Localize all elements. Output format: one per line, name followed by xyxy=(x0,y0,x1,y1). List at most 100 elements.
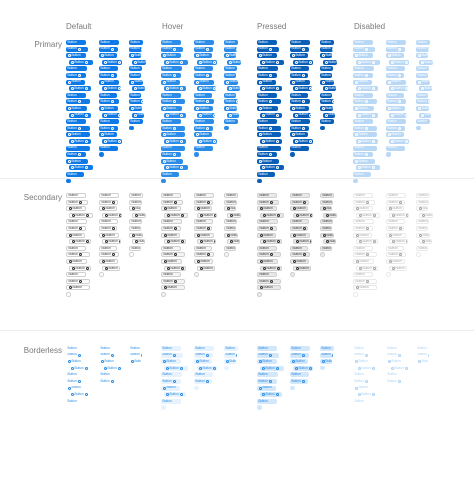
secondary-button-default[interactable]: Button xyxy=(99,252,119,258)
primary-button-hover[interactable]: Button xyxy=(194,53,212,59)
primary-button-pressed[interactable]: Button xyxy=(320,66,333,72)
secondary-button-pressed[interactable]: Button xyxy=(320,245,332,251)
borderless-button-default[interactable]: Button xyxy=(99,379,117,384)
borderless-button-hover[interactable]: Button xyxy=(194,359,212,365)
secondary-button-hover[interactable]: Button xyxy=(194,259,213,264)
borderless-button-pressed[interactable]: Button xyxy=(320,352,333,358)
primary-button-default[interactable]: Button xyxy=(66,132,90,138)
secondary-button-pressed[interactable] xyxy=(257,292,262,297)
primary-button-pressed[interactable] xyxy=(257,178,262,184)
primary-button-default[interactable]: Button xyxy=(132,112,144,118)
borderless-button-pressed[interactable]: Button xyxy=(257,379,277,384)
borderless-button-hover[interactable] xyxy=(224,365,229,371)
primary-button-hover[interactable]: Button xyxy=(161,66,182,72)
secondary-button-hover[interactable]: Button xyxy=(224,232,238,238)
secondary-button-hover[interactable]: Button xyxy=(194,206,212,212)
secondary-button-hover[interactable]: Button xyxy=(164,239,186,245)
primary-button-pressed[interactable]: Button xyxy=(290,79,310,85)
primary-button-hover[interactable]: Button xyxy=(161,79,180,85)
primary-button-pressed[interactable]: Button xyxy=(257,125,281,131)
primary-button-pressed[interactable]: Button xyxy=(290,145,309,151)
secondary-button-default[interactable]: Button xyxy=(102,239,121,245)
primary-button-hover[interactable]: Button xyxy=(161,158,183,164)
primary-button-pressed[interactable]: Button xyxy=(293,139,313,144)
primary-button-default[interactable]: Button xyxy=(69,139,91,144)
primary-button-hover[interactable]: Button xyxy=(161,132,185,138)
secondary-button-pressed[interactable]: Button xyxy=(323,212,337,218)
primary-button-pressed[interactable]: Button xyxy=(320,99,334,105)
primary-button-default[interactable]: Button xyxy=(99,132,117,138)
primary-button-pressed[interactable]: Button xyxy=(320,92,332,98)
borderless-button-hover[interactable]: Button xyxy=(224,359,236,365)
primary-button-hover[interactable]: Button xyxy=(224,119,238,125)
secondary-button-default[interactable] xyxy=(129,252,134,257)
secondary-button-pressed[interactable]: Button xyxy=(290,226,308,231)
primary-button-hover[interactable]: Button xyxy=(161,73,181,78)
secondary-button-hover[interactable]: Button xyxy=(227,239,240,245)
borderless-button-hover[interactable]: Button xyxy=(161,398,181,404)
borderless-button-default[interactable]: Button xyxy=(99,359,117,364)
primary-button-default[interactable]: Button xyxy=(129,40,143,45)
secondary-button-hover[interactable]: Button xyxy=(164,212,188,218)
primary-button-hover[interactable]: Button xyxy=(224,106,237,111)
primary-button-default[interactable] xyxy=(129,125,134,131)
primary-button-default[interactable]: Button xyxy=(99,53,117,59)
secondary-button-default[interactable]: Button xyxy=(129,219,142,225)
primary-button-default[interactable]: Button xyxy=(99,106,118,111)
primary-button-hover[interactable]: Button xyxy=(224,99,238,105)
primary-button-default[interactable]: Button xyxy=(99,145,118,151)
secondary-button-hover[interactable]: Button xyxy=(197,239,216,245)
borderless-button-pressed[interactable] xyxy=(320,365,325,371)
secondary-button-default[interactable]: Button xyxy=(99,245,117,251)
secondary-button-hover[interactable]: Button xyxy=(224,226,236,231)
borderless-button-default[interactable] xyxy=(66,405,71,410)
primary-button-pressed[interactable]: Button xyxy=(257,79,276,85)
primary-button-default[interactable]: Button xyxy=(66,106,87,111)
secondary-button-pressed[interactable]: Button xyxy=(257,232,276,238)
primary-button-hover[interactable]: Button xyxy=(227,86,240,92)
secondary-button-hover[interactable]: Button xyxy=(194,226,212,231)
borderless-button-hover[interactable]: Button xyxy=(161,346,181,351)
secondary-button-hover[interactable]: Button xyxy=(161,199,183,205)
borderless-button-hover[interactable]: Button xyxy=(194,372,213,378)
primary-button-pressed[interactable]: Button xyxy=(260,112,282,118)
primary-button-default[interactable]: Button xyxy=(66,158,88,164)
borderless-button-pressed[interactable]: Button xyxy=(257,372,278,378)
primary-button-pressed[interactable]: Button xyxy=(293,86,312,92)
secondary-button-pressed[interactable]: Button xyxy=(320,206,332,212)
primary-button-default[interactable]: Button xyxy=(99,46,118,52)
secondary-button-default[interactable]: Button xyxy=(99,259,118,264)
secondary-button-hover[interactable]: Button xyxy=(227,212,241,218)
secondary-button-default[interactable]: Button xyxy=(66,232,85,238)
borderless-button-default[interactable]: Button xyxy=(69,392,91,397)
primary-button-hover[interactable]: Button xyxy=(224,40,238,45)
secondary-button-default[interactable]: Button xyxy=(99,226,117,231)
secondary-button-default[interactable]: Button xyxy=(129,199,142,205)
secondary-button-pressed[interactable]: Button xyxy=(320,232,334,238)
secondary-button-hover[interactable]: Button xyxy=(194,232,214,238)
primary-button-default[interactable]: Button xyxy=(69,112,91,118)
secondary-button-default[interactable]: Button xyxy=(129,206,141,212)
primary-button-hover[interactable]: Button xyxy=(161,106,182,111)
borderless-button-default[interactable]: Button xyxy=(66,359,86,364)
secondary-button-pressed[interactable]: Button xyxy=(257,278,281,284)
borderless-button-pressed[interactable]: Button xyxy=(257,398,277,404)
primary-button-pressed[interactable]: Button xyxy=(290,125,309,131)
secondary-button-default[interactable]: Button xyxy=(69,212,93,218)
borderless-button-default[interactable]: Button xyxy=(129,353,142,358)
secondary-button-default[interactable]: Button xyxy=(66,219,87,225)
primary-button-pressed[interactable]: Button xyxy=(290,92,308,98)
secondary-button-pressed[interactable]: Button xyxy=(320,193,334,198)
secondary-button-hover[interactable]: Button xyxy=(161,226,181,231)
secondary-button-pressed[interactable]: Button xyxy=(257,206,277,212)
secondary-button-pressed[interactable]: Button xyxy=(260,239,282,245)
primary-button-hover[interactable] xyxy=(224,125,229,131)
secondary-button-pressed[interactable]: Button xyxy=(290,206,308,212)
primary-button-hover[interactable]: Button xyxy=(194,66,213,72)
primary-button-default[interactable]: Button xyxy=(129,66,142,72)
secondary-button-default[interactable]: Button xyxy=(129,232,143,238)
secondary-button-pressed[interactable]: Button xyxy=(257,272,277,278)
primary-button-pressed[interactable]: Button xyxy=(320,46,333,52)
primary-button-hover[interactable]: Button xyxy=(224,46,237,52)
borderless-button-pressed[interactable]: Button xyxy=(290,379,308,384)
